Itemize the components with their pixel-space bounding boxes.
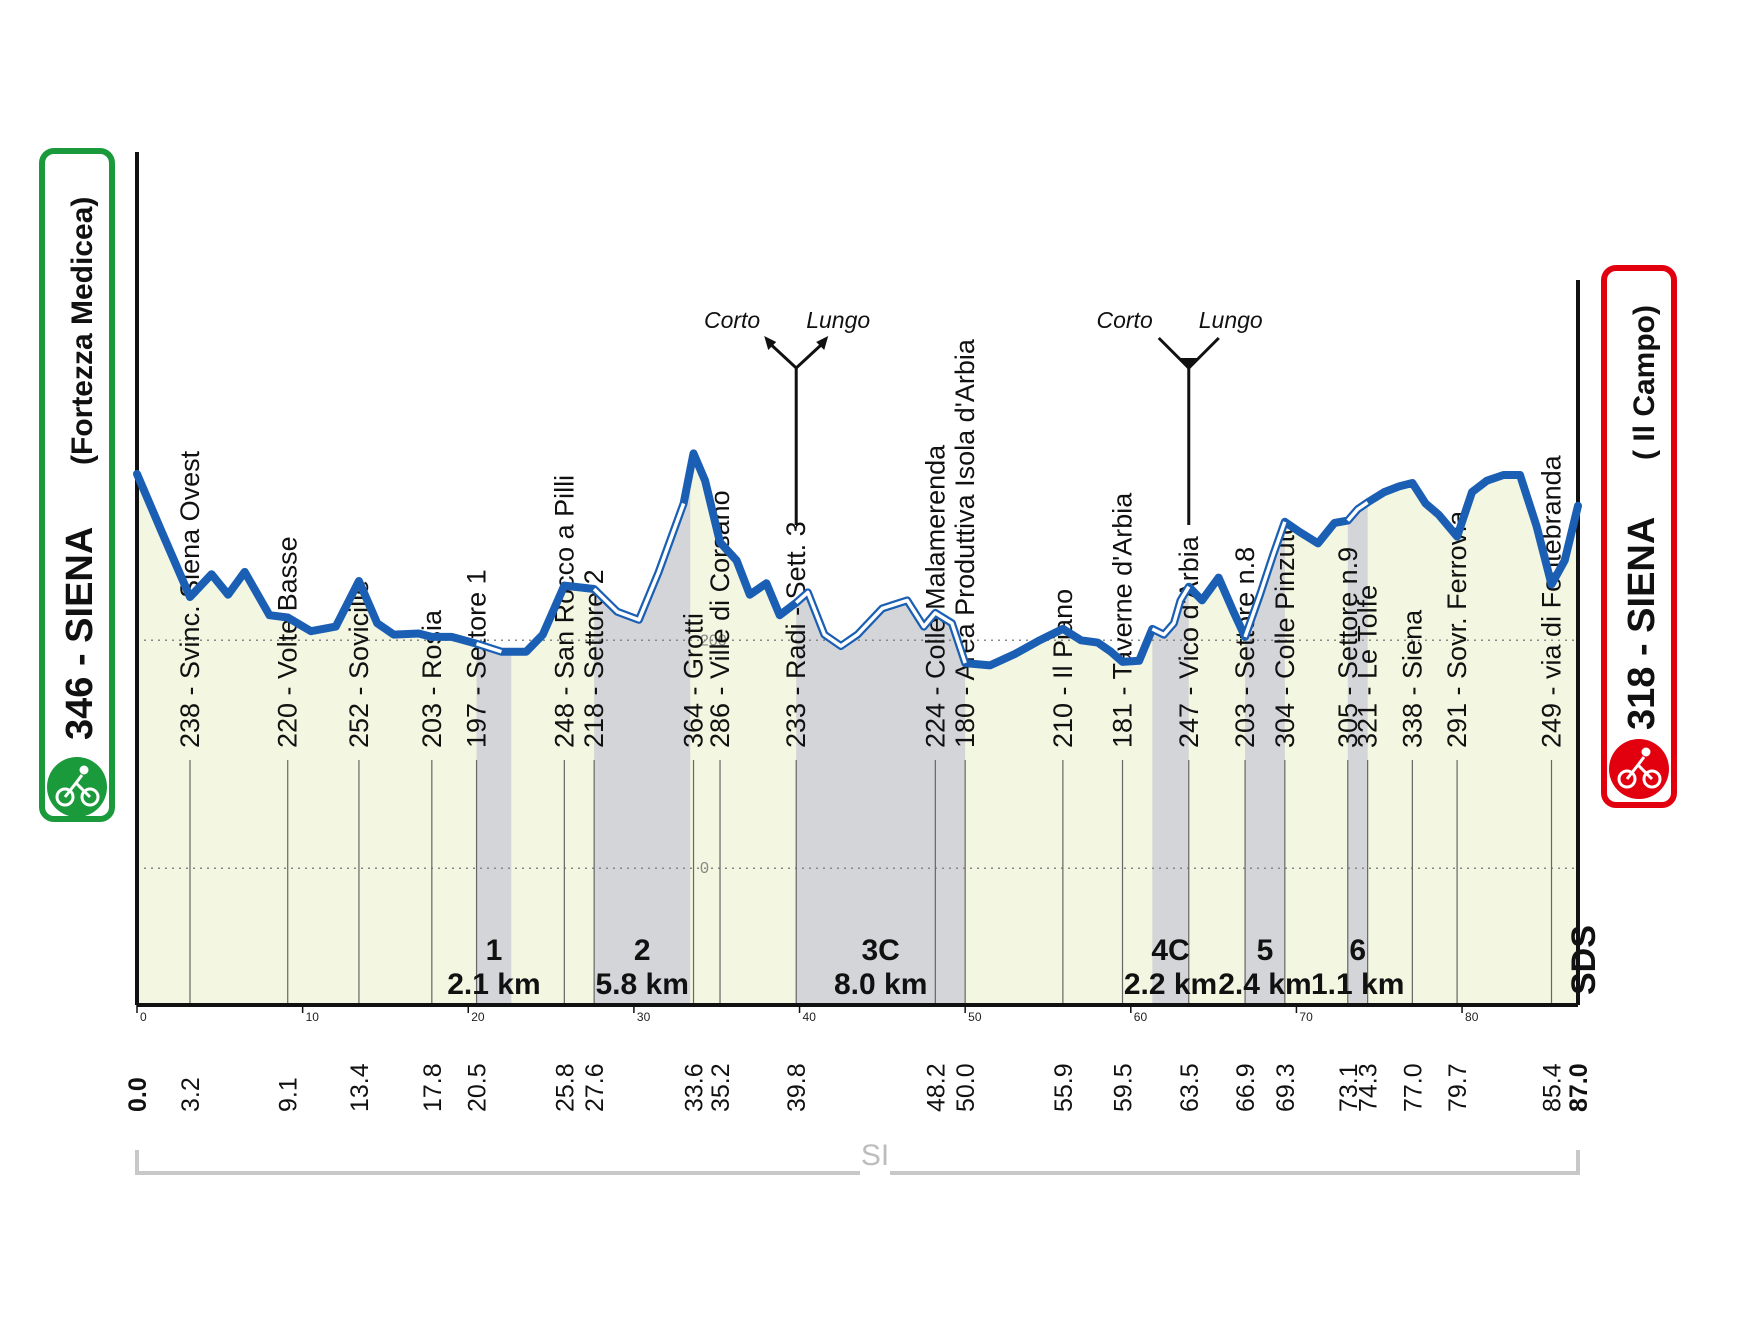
country-bracket: SI (135, 1139, 1580, 1180)
waypoint-km: 50.0 (952, 1063, 980, 1112)
sds-logo: SDS (1565, 925, 1603, 995)
fork-label-left: Corto (704, 307, 760, 333)
sector-length: 2.4 km (1218, 968, 1311, 1001)
x-tick-label: 0 (140, 1010, 147, 1024)
sector-number: 5 (1257, 934, 1274, 967)
sector-number: 3C (862, 934, 900, 967)
waypoint-label: 220 - Volte Basse (273, 536, 303, 748)
waypoint-km: 69.3 (1272, 1063, 1300, 1112)
waypoint-label: 203 - Settore n.8 (1230, 547, 1260, 748)
sector-number: 4C (1151, 934, 1189, 967)
start-badge (47, 757, 107, 817)
finish-pin-border (1601, 265, 1677, 808)
x-tick-label: 30 (637, 1010, 651, 1024)
sector-number: 2 (634, 934, 651, 967)
gravel-highlight (592, 502, 686, 622)
fork-label-right: Lungo (806, 307, 870, 333)
waypoint-km: 59.5 (1110, 1063, 1138, 1112)
waypoint-label: 247 - Vico d'Arbia (1174, 535, 1204, 748)
waypoint-km: 35.2 (707, 1063, 735, 1112)
waypoint-km: 20.5 (464, 1063, 492, 1112)
waypoint-km: 33.6 (681, 1063, 709, 1112)
waypoint-km: 9.1 (275, 1077, 303, 1112)
sector-length: 8.0 km (834, 968, 927, 1001)
sector-length: 2.2 km (1124, 968, 1217, 1001)
waypoint-label: 224 - Colle Malamerenda (920, 444, 950, 748)
waypoint-label: 197 - Settore 1 (462, 569, 492, 748)
waypoint-label: 364 - Grotti (679, 613, 709, 748)
finish-pin: 318 - SIENA ( Il Campo) (1601, 265, 1677, 808)
waypoint-km: 73.1 (1335, 1063, 1363, 1112)
waypoint-label: 210 - Il Piano (1048, 589, 1078, 748)
sector-length: 5.8 km (595, 968, 688, 1001)
waypoint-label: 181 - Taverne d'Arbia (1108, 492, 1138, 748)
cyclist-icon (1617, 747, 1662, 789)
sector-number: 1 (486, 934, 503, 967)
waypoint-km: 39.8 (783, 1063, 811, 1112)
gravel-sector-band (1347, 453, 1368, 1005)
gravel-highlight (795, 590, 967, 664)
cyclist-icon (55, 765, 100, 807)
start-sublabel: (Fortezza Medicea) (66, 197, 99, 465)
sector-number: 6 (1349, 934, 1366, 967)
waypoint-km: 0.0 (124, 1077, 152, 1112)
x-tick-label: 60 (1134, 1010, 1148, 1024)
waypoint-label: 180 - Area Produttiva Isola d'Arbia (950, 338, 980, 748)
sector-length: 1.1 km (1311, 968, 1404, 1001)
x-tick-label: 20 (471, 1010, 485, 1024)
waypoint-label: 233 - Radi - Sett. 3 (781, 521, 811, 748)
sector-length: 2.1 km (447, 968, 540, 1001)
waypoint-label: 291 - Sovr. Ferrovia (1442, 510, 1472, 748)
waypoint-label: 305 - Settore n.9 (1333, 547, 1363, 748)
waypoint-km: 13.4 (346, 1063, 374, 1112)
gravel-highlight (475, 642, 502, 654)
finish-badge (1609, 739, 1669, 799)
x-tick-label: 70 (1299, 1010, 1313, 1024)
x-tick-label: 10 (306, 1010, 320, 1024)
waypoint-km: 25.8 (551, 1063, 579, 1112)
country-bracket-line (135, 1150, 1580, 1175)
start-pin-border (39, 148, 115, 822)
y-tick-label: 0 (700, 860, 709, 877)
fork-arrow (767, 340, 826, 371)
fork-label-right: Lungo (1199, 307, 1263, 333)
waypoint-label: 338 - Siena (1397, 609, 1427, 748)
waypoint-km: 79.7 (1444, 1063, 1472, 1112)
y-tick-label: 200 (700, 632, 727, 649)
gravel-highlight (1346, 500, 1369, 522)
start-label: 346 - SIENA (59, 527, 101, 740)
waypoint-km: 66.9 (1232, 1063, 1260, 1112)
fork-arrowhead (1178, 358, 1199, 370)
waypoint-km: 27.6 (581, 1063, 609, 1112)
waypoint-km: 63.5 (1176, 1063, 1204, 1112)
waypoint-label: 321 - Le Tolfe (1353, 585, 1383, 748)
waypoint-km: 87.0 (1565, 1063, 1593, 1112)
waypoint-label: 249 - via di Fontebranda (1536, 454, 1566, 748)
finish-sublabel: ( Il Campo) (1628, 305, 1661, 460)
gravel-highlight (1243, 521, 1287, 638)
waypoint-km: 74.3 (1355, 1063, 1383, 1112)
country-label: SI (861, 1139, 889, 1172)
fork-label-left: Corto (1097, 307, 1153, 333)
x-tick-label: 50 (968, 1010, 982, 1024)
waypoint-km: 17.8 (419, 1063, 447, 1112)
x-tick-label: 40 (803, 1010, 817, 1024)
waypoint-km: 77.0 (1399, 1063, 1427, 1112)
start-pin: 346 - SIENA (Fortezza Medicea) (39, 148, 115, 822)
waypoint-km: 48.2 (922, 1063, 950, 1112)
waypoint-km: 55.9 (1050, 1063, 1078, 1112)
x-tick-label: 80 (1465, 1010, 1479, 1024)
gravel-highlight (1151, 585, 1191, 637)
waypoint-label: 203 - Rosia (417, 609, 447, 748)
waypoint-km: 3.2 (177, 1077, 205, 1112)
finish-label: 318 - SIENA (1621, 517, 1663, 730)
waypoint-km: 85.4 (1538, 1063, 1566, 1112)
